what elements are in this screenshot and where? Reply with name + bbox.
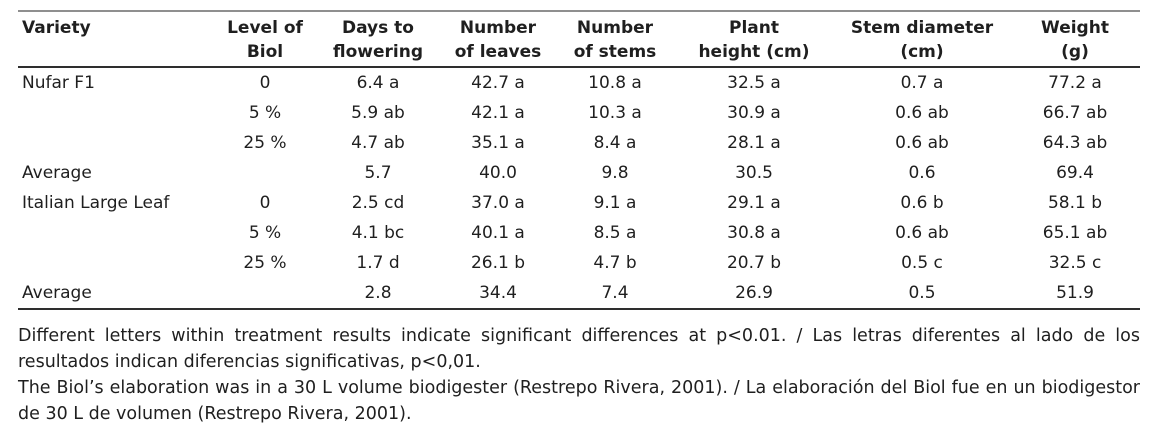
variety-cell: Nufar F1 <box>22 73 95 93</box>
variety-cell: Average <box>22 283 92 303</box>
value-cell: 35.1 a <box>471 133 525 153</box>
value-cell: 32.5 c <box>1048 253 1102 273</box>
value-cell: 6.4 a <box>356 73 400 93</box>
value-cell <box>214 278 316 309</box>
value-cell: 58.1 b <box>1047 193 1103 213</box>
variety-cell: Average <box>22 163 92 183</box>
value-cell: 65.1 ab <box>1042 223 1108 243</box>
value-cell: 0.5 c <box>901 253 943 273</box>
value-cell <box>214 158 316 188</box>
value-cell: 26.9 <box>735 283 773 303</box>
value-cell: 0 <box>259 73 271 93</box>
value-cell: 5.7 <box>364 163 392 183</box>
value-cell: 8.5 a <box>593 223 637 243</box>
header-stem-diameter: Stem diameter (cm) <box>834 11 1010 68</box>
table-row: 25 % 1.7 d 26.1 b 4.7 b 20.7 b 0.5 c 32.5 c <box>18 248 1140 278</box>
table-row: Average 2.8 34.4 7.4 26.9 0.5 51.9 <box>18 278 1140 309</box>
table-row: 5 % 4.1 bc 40.1 a 8.5 a 30.8 a 0.6 ab 65.1 ab <box>18 218 1140 248</box>
value-cell: 0 <box>259 193 271 213</box>
variety-cell: Italian Large Leaf <box>22 193 170 213</box>
value-cell: 51.9 <box>1056 283 1094 303</box>
value-cell: 5 % <box>248 103 282 123</box>
value-cell: 10.3 a <box>588 103 642 123</box>
value-cell: 0.6 ab <box>895 133 949 153</box>
variety-cell <box>18 218 214 248</box>
value-cell: 42.7 a <box>471 73 525 93</box>
value-cell: 66.7 ab <box>1042 103 1108 123</box>
header-number-of-stems: Number of stems <box>556 11 674 68</box>
value-cell: 0.6 ab <box>895 103 949 123</box>
value-cell: 20.7 b <box>726 253 782 273</box>
value-cell: 37.0 a <box>471 193 525 213</box>
table-body: Nufar F1 0 6.4 a 42.7 a 10.8 a 32.5 a 0.7 a 77.… <box>18 67 1140 309</box>
value-cell: 0.6 b <box>900 193 944 213</box>
header-days-to-flowering: Days to flowering <box>316 11 440 68</box>
table-row: Nufar F1 0 6.4 a 42.7 a 10.8 a 32.5 a 0.7 a 77.… <box>18 67 1140 98</box>
value-cell: 29.1 a <box>727 193 781 213</box>
value-cell: 9.8 <box>601 163 629 183</box>
value-cell: 4.7 b <box>593 253 637 273</box>
treatment-results-table: Variety Level of Biol Days to flowering … <box>18 10 1140 310</box>
header-level-of-biol: Level of Biol <box>214 11 316 68</box>
value-cell: 42.1 a <box>471 103 525 123</box>
variety-cell <box>18 128 214 158</box>
value-cell: 9.1 a <box>593 193 637 213</box>
header-row: Variety Level of Biol Days to flowering … <box>18 11 1140 68</box>
header-variety: Variety <box>18 11 214 68</box>
value-cell: 1.7 d <box>356 253 400 273</box>
value-cell: 4.7 ab <box>351 133 405 153</box>
header-weight: Weight (g) <box>1010 11 1140 68</box>
value-cell: 28.1 a <box>727 133 781 153</box>
value-cell: 30.9 a <box>727 103 781 123</box>
value-cell: 0.6 ab <box>895 223 949 243</box>
header-plant-height: Plant height (cm) <box>674 11 834 68</box>
table-row: 25 % 4.7 ab 35.1 a 8.4 a 28.1 a 0.6 ab 64.3 ab <box>18 128 1140 158</box>
value-cell: 0.7 a <box>900 73 944 93</box>
value-cell: 40.1 a <box>471 223 525 243</box>
value-cell: 30.5 <box>735 163 773 183</box>
value-cell: 8.4 a <box>593 133 637 153</box>
footnote-significance: Different letters within treatment resul… <box>18 326 1140 372</box>
variety-cell <box>18 248 214 278</box>
value-cell: 77.2 a <box>1048 73 1102 93</box>
value-cell: 4.1 bc <box>351 223 405 243</box>
header-number-of-leaves: Number of leaves <box>440 11 556 68</box>
value-cell: 30.8 a <box>727 223 781 243</box>
value-cell: 5.9 ab <box>351 103 405 123</box>
value-cell: 34.4 <box>479 283 517 303</box>
value-cell: 25 % <box>243 253 287 273</box>
table-row: Average 5.7 40.0 9.8 30.5 0.6 69.4 <box>18 158 1140 188</box>
table-footnotes: Different letters within treatment resul… <box>18 323 1140 427</box>
table-row: Italian Large Leaf 0 2.5 cd 37.0 a 9.1 a 29.1… <box>18 188 1140 218</box>
value-cell: 5 % <box>248 223 282 243</box>
value-cell: 69.4 <box>1056 163 1094 183</box>
value-cell: 40.0 <box>479 163 517 183</box>
value-cell: 25 % <box>243 133 287 153</box>
value-cell: 2.8 <box>364 283 392 303</box>
value-cell: 64.3 ab <box>1042 133 1108 153</box>
value-cell: 7.4 <box>601 283 629 303</box>
value-cell: 32.5 a <box>727 73 781 93</box>
table-row: 5 % 5.9 ab 42.1 a 10.3 a 30.9 a 0.6 ab 66.7 ab <box>18 98 1140 128</box>
value-cell: 10.8 a <box>588 73 642 93</box>
value-cell: 0.6 <box>908 163 936 183</box>
value-cell: 26.1 b <box>470 253 526 273</box>
value-cell: 2.5 cd <box>351 193 405 213</box>
variety-cell <box>18 98 214 128</box>
footnote-biol-elaboration: The Biol’s elaboration was in a 30 L vol… <box>18 378 1140 424</box>
table-header: Variety Level of Biol Days to flowering … <box>18 11 1140 68</box>
value-cell: 0.5 <box>908 283 936 303</box>
